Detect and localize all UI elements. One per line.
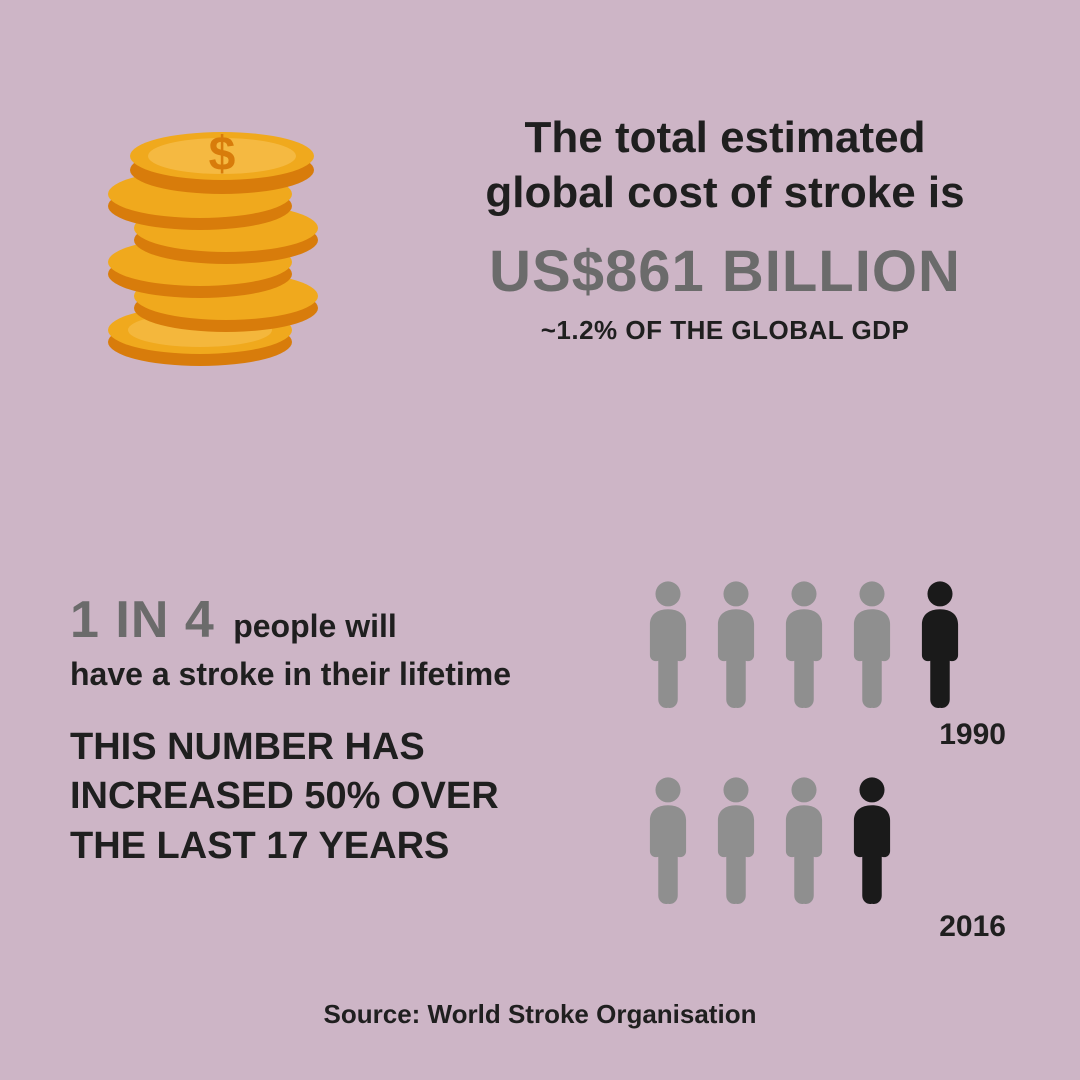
person-icon [776, 776, 832, 904]
svg-text:$: $ [209, 128, 236, 181]
headline-line1: The total estimated [440, 110, 1010, 165]
cost-amount: US$861 BILLION [440, 238, 1010, 305]
person-icon [640, 580, 696, 708]
people-row-1990 [640, 580, 1040, 708]
gdp-line: ~1.2% OF THE GLOBAL GDP [440, 315, 1010, 346]
people-block: 1990 2016 [640, 580, 1040, 968]
increase-l3: THE LAST 17 YEARS [70, 822, 630, 871]
year-1990: 1990 [640, 718, 1040, 752]
source-text: Source: World Stroke Organisation [0, 999, 1080, 1030]
ratio-line: 1 IN 4 people will have a stroke in thei… [70, 590, 630, 693]
person-icon [776, 580, 832, 708]
person-icon [844, 776, 900, 904]
coins-icon: $ [100, 110, 340, 370]
increase-block: THIS NUMBER HAS INCREASED 50% OVER THE L… [70, 723, 630, 871]
increase-l2: INCREASED 50% OVER [70, 772, 630, 821]
year-2016: 2016 [640, 910, 1040, 944]
stats-text: 1 IN 4 people will have a stroke in thei… [70, 590, 630, 871]
person-icon [708, 776, 764, 904]
person-icon [912, 580, 968, 708]
lifetime-line: have a stroke in their lifetime [70, 656, 630, 693]
people-row-2016 [640, 776, 1040, 904]
increase-l1: THIS NUMBER HAS [70, 723, 630, 772]
person-icon [708, 580, 764, 708]
headline-line2: global cost of stroke is [440, 165, 1010, 220]
ratio-value: 1 IN 4 [70, 591, 215, 649]
coins-icon-wrap: $ [0, 110, 440, 370]
person-icon [640, 776, 696, 904]
ratio-rest: people will [233, 608, 397, 644]
top-text: The total estimated global cost of strok… [440, 110, 1080, 346]
person-icon [844, 580, 900, 708]
top-section: $ The total estimated global cost of str… [0, 110, 1080, 370]
